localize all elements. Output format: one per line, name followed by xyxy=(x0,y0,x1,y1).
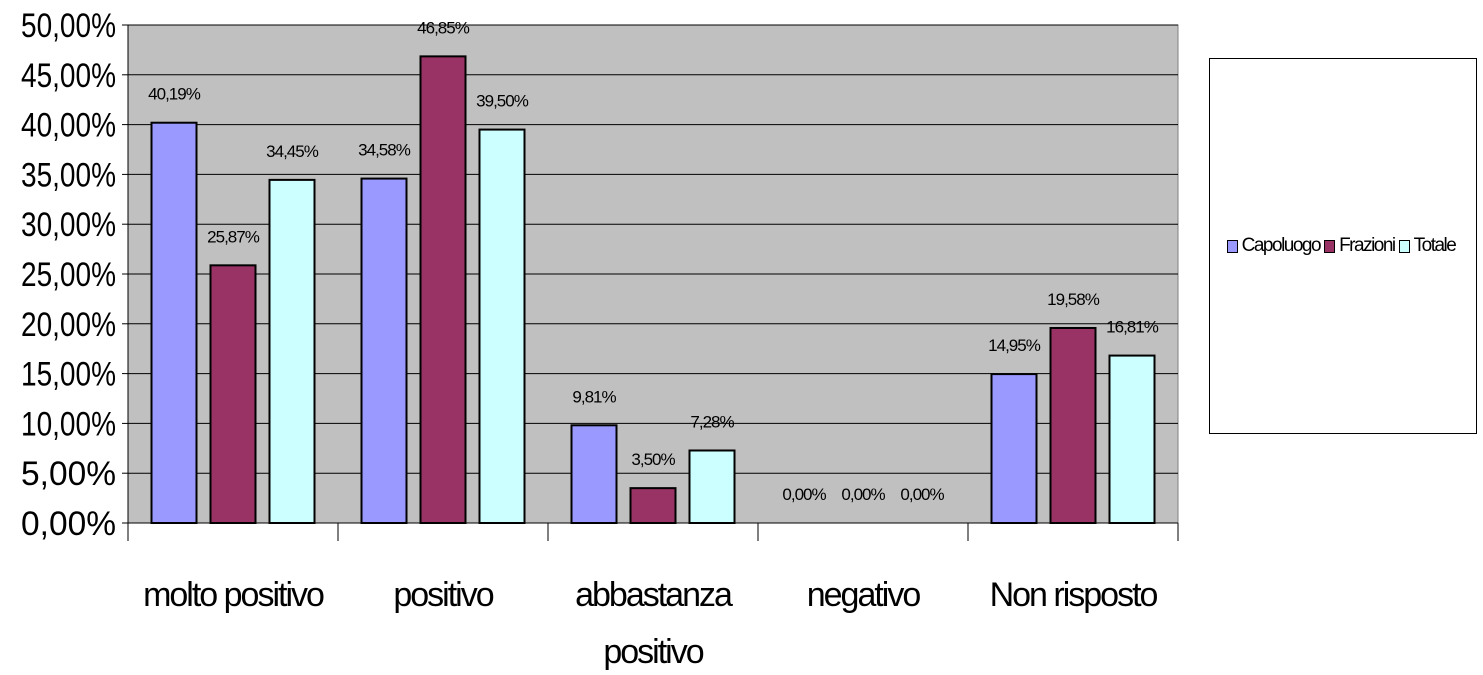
bar xyxy=(150,121,198,524)
legend-item: Frazioni xyxy=(1324,235,1396,257)
legend-swatch xyxy=(1398,239,1410,253)
bar xyxy=(570,424,618,524)
data-label: 0,00% xyxy=(900,485,944,504)
bar xyxy=(990,373,1038,524)
data-label: 34,45% xyxy=(266,142,319,161)
data-label: 25,87% xyxy=(207,227,260,246)
bar xyxy=(209,264,257,524)
data-label: 0,00% xyxy=(841,485,885,504)
data-label: 40,19% xyxy=(148,85,201,104)
data-label: 19,58% xyxy=(1047,290,1100,309)
x-category-label: positivo xyxy=(393,576,493,614)
y-tick-label: 20,00% xyxy=(21,306,116,344)
y-tick-label: 10,00% xyxy=(21,405,116,443)
y-tick-label: 50,00% xyxy=(21,7,116,45)
bar xyxy=(1049,326,1097,524)
bar xyxy=(478,128,526,525)
data-label: 34,58% xyxy=(358,141,411,160)
bar xyxy=(1108,354,1156,524)
y-tick-label: 40,00% xyxy=(21,107,116,145)
bar xyxy=(360,177,408,525)
legend-label: Frazioni xyxy=(1339,235,1396,256)
legend-swatch xyxy=(1324,239,1336,253)
data-label: 7,28% xyxy=(690,412,734,431)
legend-swatch xyxy=(1226,239,1238,253)
x-category-label: abbastanza xyxy=(575,576,733,614)
data-label: 0,00% xyxy=(782,485,826,504)
y-tick-label: 15,00% xyxy=(21,356,116,394)
x-category-label: Non risposto xyxy=(990,576,1158,614)
data-label: 16,81% xyxy=(1106,318,1159,337)
y-tick-label: 5,00% xyxy=(21,455,116,493)
data-label: 9,81% xyxy=(572,387,616,406)
bar xyxy=(629,487,677,525)
legend-label: Capoluogo xyxy=(1241,235,1322,256)
bar xyxy=(419,55,467,525)
bar xyxy=(268,178,316,525)
y-tick-label: 25,00% xyxy=(21,256,116,294)
x-category-label: negativo xyxy=(807,576,921,614)
x-category-label: positivo xyxy=(603,633,703,671)
data-label: 39,50% xyxy=(476,92,529,111)
y-tick-label: 35,00% xyxy=(21,156,116,194)
data-label: 14,95% xyxy=(988,336,1041,355)
bar xyxy=(688,449,736,525)
data-label: 3,50% xyxy=(631,450,675,469)
y-tick-label: 0,00% xyxy=(21,505,116,543)
legend-item: Capoluogo xyxy=(1226,235,1322,257)
y-tick-label: 45,00% xyxy=(21,57,116,95)
y-tick-label: 30,00% xyxy=(21,206,116,244)
legend-label: Totale xyxy=(1413,235,1457,256)
legend-item: Totale xyxy=(1398,235,1457,257)
x-category-label: molto positivo xyxy=(143,576,324,614)
legend: Capoluogo Frazioni Totale xyxy=(1209,58,1477,434)
data-label: 46,85% xyxy=(417,18,470,37)
